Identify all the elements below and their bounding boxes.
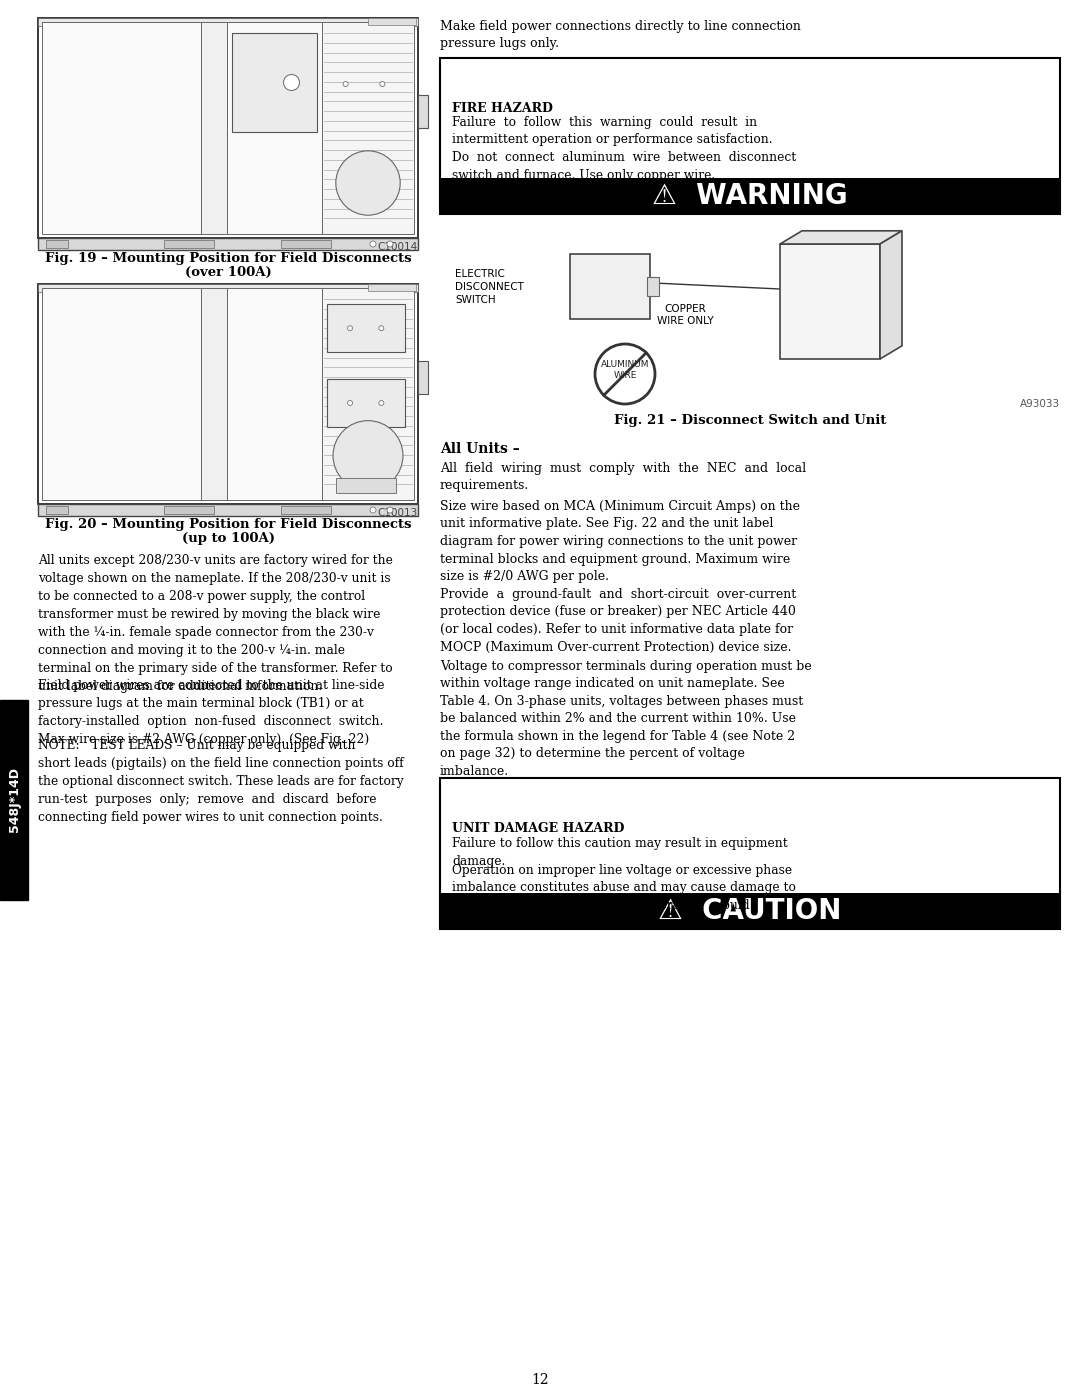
Bar <box>570 254 650 319</box>
Bar <box>780 244 880 359</box>
Circle shape <box>336 151 401 215</box>
Text: All  field  wiring  must  comply  with  the  NEC  and  local
requirements.: All field wiring must comply with the NE… <box>440 462 806 493</box>
Bar <box>281 240 330 249</box>
Circle shape <box>370 507 376 513</box>
Bar <box>440 59 1059 214</box>
Bar <box>38 18 418 27</box>
Circle shape <box>387 507 393 513</box>
Text: 12: 12 <box>531 1373 549 1387</box>
Bar <box>46 240 68 249</box>
Bar <box>322 22 414 235</box>
Bar <box>227 288 322 500</box>
Text: A93033: A93033 <box>1020 400 1059 409</box>
Text: Make field power connections directly to line connection
pressure lugs only.: Make field power connections directly to… <box>440 20 801 50</box>
Bar <box>440 778 1059 929</box>
Text: (over 100A): (over 100A) <box>185 265 271 279</box>
Circle shape <box>348 326 352 331</box>
Text: C10014: C10014 <box>378 242 418 251</box>
Circle shape <box>380 81 384 87</box>
Text: UNIT DAMAGE HAZARD: UNIT DAMAGE HAZARD <box>453 821 624 835</box>
Text: ⚠  CAUTION: ⚠ CAUTION <box>659 897 841 925</box>
Circle shape <box>387 242 393 247</box>
Text: Fig. 19 – Mounting Position for Field Disconnects: Fig. 19 – Mounting Position for Field Di… <box>44 251 411 265</box>
Bar <box>368 284 416 291</box>
Text: 548J*14D: 548J*14D <box>8 767 21 833</box>
Circle shape <box>343 81 348 87</box>
Bar <box>38 284 418 292</box>
Circle shape <box>380 169 384 175</box>
Bar <box>336 478 395 493</box>
Bar <box>418 95 428 129</box>
Bar <box>38 237 418 250</box>
Circle shape <box>343 169 348 175</box>
Text: Fig. 20 – Mounting Position for Field Disconnects: Fig. 20 – Mounting Position for Field Di… <box>44 518 411 531</box>
Text: (up to 100A): (up to 100A) <box>181 532 274 545</box>
Text: ELECTRIC
DISCONNECT
SWITCH: ELECTRIC DISCONNECT SWITCH <box>455 270 524 305</box>
Bar <box>322 288 414 500</box>
Text: Failure  to  follow  this  warning  could  result  in
intermittent operation or : Failure to follow this warning could res… <box>453 116 796 198</box>
Bar <box>232 34 318 131</box>
Bar <box>418 360 428 394</box>
Bar <box>38 18 418 237</box>
Circle shape <box>595 344 654 404</box>
Bar <box>42 22 201 235</box>
Text: Field power wires are connected to the unit at line-side
pressure lugs at the ma: Field power wires are connected to the u… <box>38 679 384 746</box>
Text: Operation on improper line voltage or excessive phase
imbalance constitutes abus: Operation on improper line voltage or ex… <box>453 863 796 929</box>
Text: All units except 208/230-v units are factory wired for the
voltage shown on the : All units except 208/230-v units are fac… <box>38 555 393 693</box>
Bar <box>647 277 659 296</box>
Text: Voltage to compressor terminals during operation must be
within voltage range in: Voltage to compressor terminals during o… <box>440 659 812 778</box>
Circle shape <box>333 420 403 490</box>
Circle shape <box>379 401 383 405</box>
Circle shape <box>348 401 352 405</box>
Bar <box>201 22 227 235</box>
Text: COPPER
WIRE ONLY: COPPER WIRE ONLY <box>657 305 714 327</box>
Bar <box>201 288 227 500</box>
Bar <box>281 506 330 514</box>
Text: NOTE:   TEST LEADS – Unit may be equipped with
short leads (pigtails) on the fie: NOTE: TEST LEADS – Unit may be equipped … <box>38 739 404 824</box>
Bar <box>440 177 1059 214</box>
Text: ⚠  WARNING: ⚠ WARNING <box>652 182 848 210</box>
Text: Size wire based on MCA (Minimum Circuit Amps) on the
unit informative plate. See: Size wire based on MCA (Minimum Circuit … <box>440 500 800 583</box>
Text: C10013: C10013 <box>378 509 418 518</box>
Bar <box>38 504 418 515</box>
Bar <box>0 700 28 900</box>
Bar <box>227 22 322 235</box>
Circle shape <box>379 326 383 331</box>
Text: Provide  a  ground-fault  and  short-circuit  over-current
protection device (fu: Provide a ground-fault and short-circuit… <box>440 588 796 654</box>
Polygon shape <box>880 231 902 359</box>
Bar <box>440 893 1059 929</box>
Bar <box>164 240 214 249</box>
Bar <box>164 506 214 514</box>
Circle shape <box>370 242 376 247</box>
Polygon shape <box>780 231 902 244</box>
Text: Failure to follow this caution may result in equipment
damage.: Failure to follow this caution may resul… <box>453 837 787 868</box>
Bar <box>38 284 418 504</box>
Bar <box>46 506 68 514</box>
Text: All Units –: All Units – <box>440 441 519 455</box>
Text: ALUMINUM
WIRE: ALUMINUM WIRE <box>600 360 649 380</box>
Bar <box>42 288 201 500</box>
Text: Fig. 21 – Disconnect Switch and Unit: Fig. 21 – Disconnect Switch and Unit <box>613 414 887 427</box>
Bar <box>326 379 405 427</box>
Circle shape <box>283 74 299 91</box>
Text: FIRE HAZARD: FIRE HAZARD <box>453 102 553 115</box>
Bar <box>326 305 405 352</box>
Bar <box>368 18 416 25</box>
